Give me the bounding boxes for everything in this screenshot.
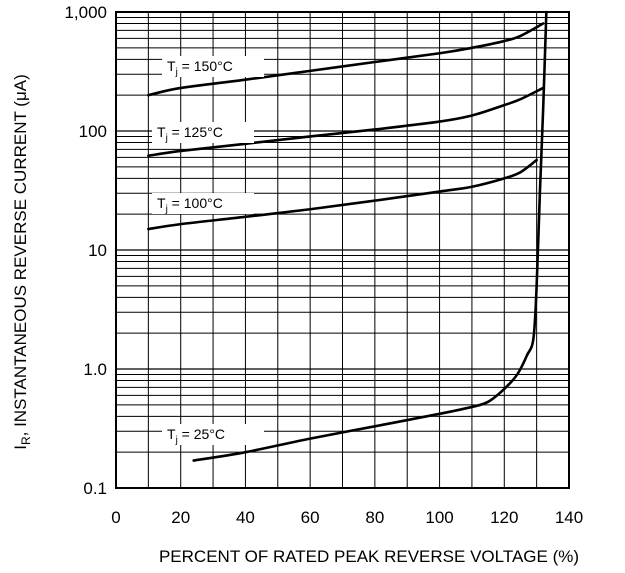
y-tick-label: 1,000 <box>64 3 107 22</box>
x-tick-label: 100 <box>425 508 453 527</box>
y-tick-labels: 0.1 1.0 10 100 1,000 <box>64 3 107 498</box>
x-tick-label: 40 <box>236 508 255 527</box>
y-axis-title-sub: R <box>19 436 33 445</box>
annotation-bg <box>162 56 264 77</box>
annotation-label: Tj = 100°C <box>157 195 223 215</box>
grid <box>115 11 570 489</box>
x-tick-label: 0 <box>111 508 120 527</box>
curve-2 <box>147 158 538 231</box>
curve-0 <box>147 22 545 97</box>
annotation-bg <box>162 424 264 445</box>
x-tick-label: 20 <box>171 508 190 527</box>
x-tick-label: 80 <box>365 508 384 527</box>
x-tick-labels: 0 20 40 60 80 100 120 140 <box>111 508 583 527</box>
annotation-bg <box>152 122 254 143</box>
annotation-bg <box>152 193 254 214</box>
y-axis-title-main: I <box>11 445 30 450</box>
curves <box>147 10 548 462</box>
x-tick-label: 140 <box>555 508 583 527</box>
y-axis-title: IR, INSTANTANEOUS REVERSE CURRENT (μA) <box>11 74 33 450</box>
y-tick-label: 100 <box>79 122 107 141</box>
y-axis-title-rest: , INSTANTANEOUS REVERSE CURRENT (μA) <box>11 74 30 436</box>
curve-3 <box>192 10 548 462</box>
annotation-label: Tj = 25°C <box>167 426 225 446</box>
annotation-label: Tj = 150°C <box>167 58 233 78</box>
y-tick-label: 0.1 <box>83 479 107 498</box>
annotation-label: Tj = 125°C <box>157 124 223 144</box>
x-tick-label: 120 <box>490 508 518 527</box>
curve-1 <box>147 86 545 158</box>
y-tick-label: 1.0 <box>83 360 107 379</box>
x-tick-label: 60 <box>301 508 320 527</box>
y-tick-label: 10 <box>88 241 107 260</box>
curve-annotations: Tj = 150°C Tj = 125°C Tj = 100°C Tj = 25°C <box>152 56 264 446</box>
plot-frame <box>115 11 570 489</box>
x-axis-title: PERCENT OF RATED PEAK REVERSE VOLTAGE (%… <box>159 547 579 566</box>
